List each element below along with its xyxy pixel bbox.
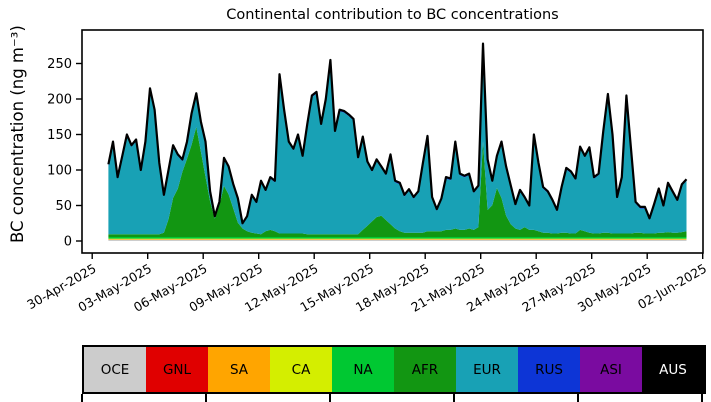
legend-entry-ASI: ASI xyxy=(580,347,642,392)
legend-axis-tick xyxy=(701,394,703,402)
legend-entry-SA: SA xyxy=(208,347,270,392)
y-tick-label: 200 xyxy=(47,93,72,108)
legend-entry-GNL: GNL xyxy=(146,347,208,392)
legend-entry-EUR: EUR xyxy=(456,347,518,392)
axes-frame xyxy=(81,29,704,254)
legend-axis-tick xyxy=(577,394,579,402)
total-line xyxy=(107,42,688,225)
legend-axis-tick xyxy=(205,394,207,402)
legend-entry-OCE: OCE xyxy=(84,347,146,392)
legend-axis-tick xyxy=(329,394,331,402)
legend-axis-tick xyxy=(81,394,83,402)
y-tick-label: 250 xyxy=(47,57,72,72)
legend-strip: OCE GNL SA CA NA AFR EUR RUS ASI AUS xyxy=(82,345,706,394)
area-series-EUR xyxy=(108,45,687,235)
legend-axis-tick xyxy=(453,394,455,402)
chart-title: Continental contribution to BC concentra… xyxy=(226,7,559,23)
legend-entry-RUS: RUS xyxy=(518,347,580,392)
legend-entry-AFR: AFR xyxy=(394,347,456,392)
legend-entry-AUS: AUS xyxy=(642,347,704,392)
y-tick-label: 100 xyxy=(47,164,72,179)
legend-entry-NA: NA xyxy=(332,347,394,392)
y-tick-label: 150 xyxy=(47,128,72,143)
legend-entry-CA: CA xyxy=(270,347,332,392)
area-series-CA xyxy=(108,238,687,240)
y-tick-label: 0 xyxy=(64,235,72,250)
area-series-NA xyxy=(108,237,687,239)
area-series-OCE xyxy=(108,239,687,241)
y-tick-label: 50 xyxy=(55,199,72,214)
